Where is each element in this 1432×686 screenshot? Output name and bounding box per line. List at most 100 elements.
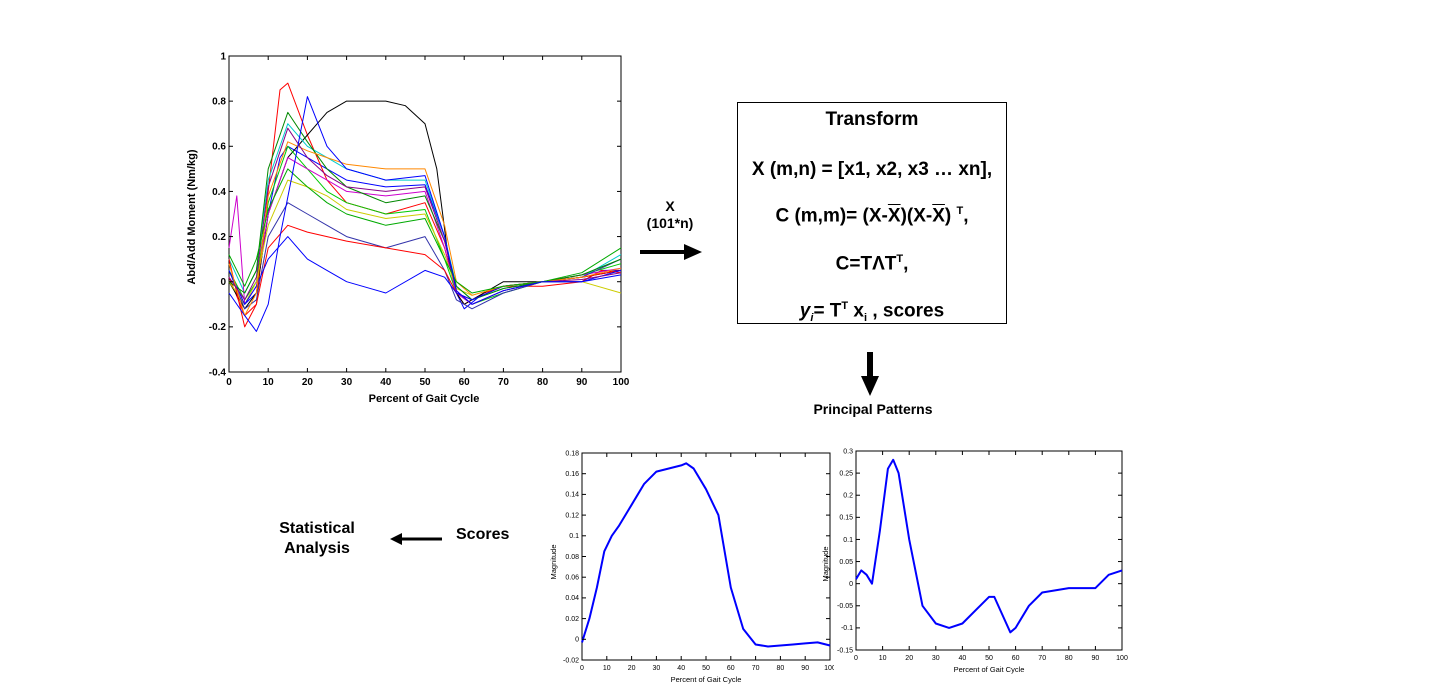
x-tick-label: 10 — [263, 377, 275, 388]
x-tick-label: 0 — [226, 377, 232, 388]
scores-label: Scores — [456, 526, 510, 543]
x-tick-label: 20 — [302, 377, 314, 388]
pattern2-ylabel: Magnitude — [821, 546, 830, 581]
pattern2-xlabel: Percent of Gait Cycle — [954, 665, 1025, 674]
eq4-part: = T — [813, 300, 842, 322]
eq4-transpose: T — [841, 300, 849, 312]
transform-box: Transform X (m,n) = [x1, x2, x3 … xn], C… — [737, 102, 1007, 324]
pattern1-axes — [581, 452, 831, 661]
x-tick-label: 60 — [727, 665, 735, 672]
x-tick-label: 0 — [854, 655, 858, 662]
arrow-label-x: X — [665, 198, 675, 214]
eq3-transpose: T — [896, 253, 904, 265]
series-line-0 — [855, 458, 1123, 634]
y-tick-label: 0.1 — [843, 537, 853, 544]
main-chart-xlabel: Percent of Gait Cycle — [369, 393, 480, 405]
plot-frame — [855, 450, 1123, 651]
x-tick-label: 100 — [824, 665, 834, 672]
eq4-y: y — [799, 300, 811, 322]
x-tick-label: 50 — [702, 665, 710, 672]
x-tick-label: 80 — [537, 377, 549, 388]
x-tick-label: 50 — [419, 377, 431, 388]
principal-pattern-chart-2: 0 10 20 30 40 50 60 70 80 90 100 -0.15 -0.1 -0.05 0 0.0… — [821, 448, 1128, 674]
y-tick-label: -0.2 — [209, 322, 227, 333]
x-tick-label: 10 — [879, 655, 887, 662]
x-tick-label: 100 — [613, 377, 630, 388]
eq2-part: ) — [944, 205, 952, 227]
y-tick-label: -0.1 — [841, 625, 853, 632]
y-tick-label: 0.12 — [565, 512, 579, 519]
y-tick-label: -0.05 — [837, 603, 853, 610]
pattern2-ticks: 0 10 20 30 40 50 60 70 80 90 100 -0.15 -0.1 -0.05 0 0.0… — [837, 448, 1128, 662]
y-tick-label: 0.08 — [565, 554, 579, 561]
y-tick-label: -0.15 — [837, 647, 853, 654]
x-tick-label: 30 — [932, 655, 940, 662]
pattern1-series — [581, 462, 831, 648]
arrow-label: X (101*n) — [630, 198, 710, 232]
eq3-part: , — [903, 253, 909, 275]
main-chart-series — [228, 82, 622, 332]
y-tick-label: 0 — [849, 581, 853, 588]
y-tick-label: 0 — [220, 277, 226, 288]
statistical-analysis-line2: Analysis — [284, 540, 350, 557]
equation-scores: yi= TT xi , scores — [738, 300, 1006, 324]
y-tick-label: 0.2 — [212, 232, 226, 243]
eq2-part: C (m,m)= (X- — [775, 205, 888, 227]
pattern1-ticks: 0 10 20 30 40 50 60 70 80 90 100-0.0200.020.040.06… — [563, 450, 834, 672]
eq2-mean: X — [932, 205, 945, 227]
series-line-14 — [228, 96, 622, 332]
y-tick-label: -0.02 — [563, 657, 579, 664]
y-tick-label: 0.3 — [843, 448, 853, 455]
y-tick-label: 0.02 — [565, 616, 579, 623]
y-tick-label: -0.4 — [209, 367, 227, 378]
y-tick-label: 0 — [575, 637, 579, 644]
y-tick-label: 0.6 — [212, 142, 226, 153]
y-tick-label: 0.15 — [839, 515, 853, 522]
y-tick-label: 0.1 — [569, 533, 579, 540]
x-tick-label: 10 — [603, 665, 611, 672]
x-tick-label: 20 — [905, 655, 913, 662]
x-tick-label: 100 — [1116, 655, 1128, 662]
main-chart-ticks: 0 10 20 30 40 50 60 70 80 90 100 -0.4 -0.2 0 0.2 0.4 0.6… — [209, 51, 630, 388]
y-tick-label: 0.25 — [839, 470, 853, 477]
x-tick-label: 90 — [801, 665, 809, 672]
eq2-mean: X — [887, 205, 901, 227]
series-line-13 — [228, 168, 622, 294]
series-line-9 — [228, 111, 622, 301]
eq2-part: )(X- — [900, 205, 933, 227]
y-tick-label: 0.4 — [212, 187, 226, 198]
eq4-part: , scores — [867, 300, 945, 322]
y-tick-label: 0.2 — [843, 493, 853, 500]
eq4-part: x — [848, 300, 865, 322]
plot-frame — [581, 452, 831, 661]
x-tick-label: 0 — [580, 665, 584, 672]
right-arrow-icon — [640, 244, 702, 260]
y-tick-label: 0.18 — [565, 450, 579, 457]
x-tick-label: 40 — [677, 665, 685, 672]
pattern2-axes — [855, 450, 1123, 651]
eq4-sub-i: i — [864, 312, 868, 325]
series-line-8 — [228, 224, 622, 328]
y-tick-label: 0.06 — [565, 575, 579, 582]
equation-covariance: C (m,m)= (X-X)(X-X) T, — [738, 205, 1006, 227]
x-tick-label: 70 — [498, 377, 510, 388]
left-arrow-icon — [390, 533, 442, 545]
y-tick-label: 0.8 — [212, 96, 226, 107]
down-arrow-icon — [861, 352, 879, 396]
principal-pattern-chart-1: 0 10 20 30 40 50 60 70 80 90 100-0.0200.020.040.06… — [549, 450, 834, 684]
principal-patterns-label: Principal Patterns — [813, 401, 933, 417]
x-tick-label: 60 — [1012, 655, 1020, 662]
y-tick-label: 0.16 — [565, 471, 579, 478]
x-tick-label: 30 — [341, 377, 353, 388]
y-tick-label: 1 — [220, 51, 226, 62]
y-tick-label: 0.04 — [565, 595, 579, 602]
x-tick-label: 80 — [1065, 655, 1073, 662]
x-tick-label: 90 — [1092, 655, 1100, 662]
series-line-0 — [581, 462, 831, 648]
series-line-11 — [228, 141, 622, 317]
eq2-part: , — [963, 205, 969, 227]
arrow-label-size: (101*n) — [646, 215, 694, 231]
equation-x: X (m,n) = [x1, x2, x3 … xn], — [751, 159, 993, 180]
pattern1-ylabel: Magnitude — [549, 544, 558, 579]
y-tick-label: 0.05 — [839, 559, 853, 566]
